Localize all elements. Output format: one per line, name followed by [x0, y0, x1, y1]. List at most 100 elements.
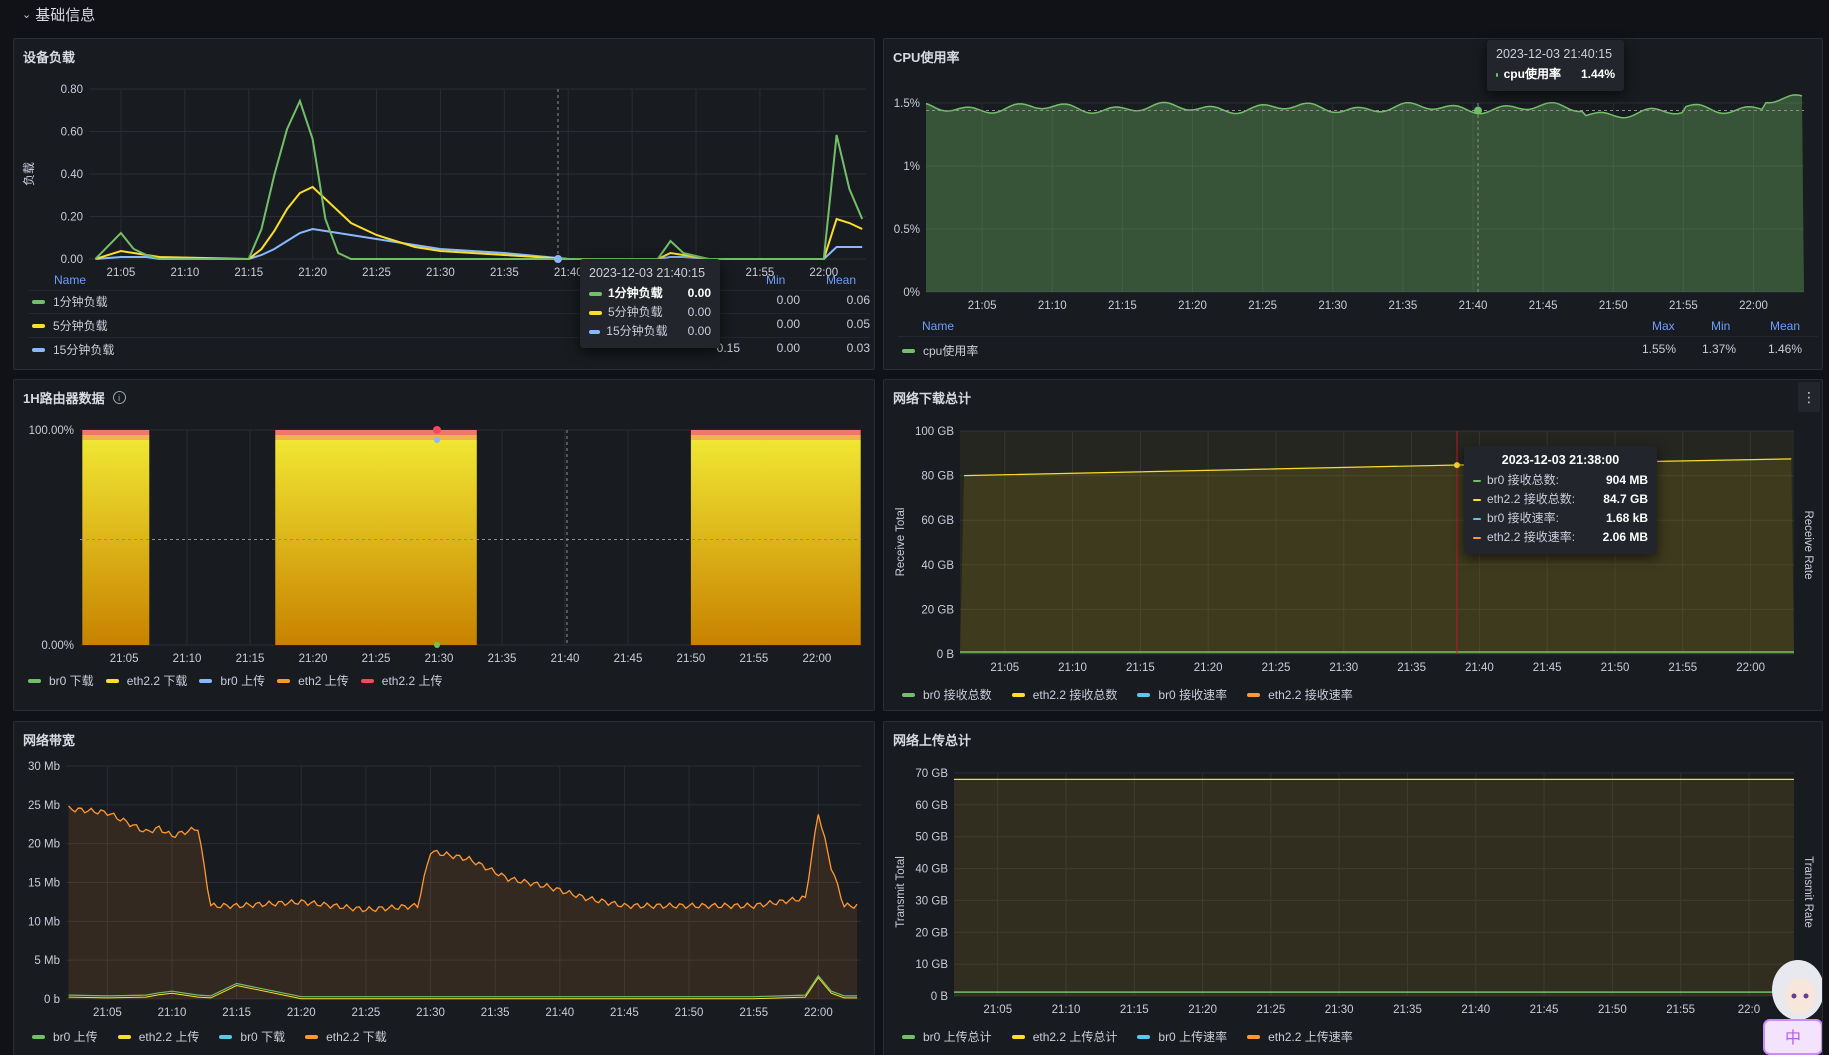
- legend-item-load5[interactable]: 5分钟负载: [32, 317, 108, 334]
- x-tick-label: 21:45: [614, 653, 643, 665]
- crosshair-point: [1454, 462, 1460, 469]
- x-tick-label: 21:55: [746, 267, 775, 279]
- x-tick-label: 21:40: [1461, 1004, 1490, 1016]
- panel-title[interactable]: 网络下载总计: [893, 391, 972, 406]
- legend-item[interactable]: eth2.2 下载: [305, 1028, 387, 1045]
- panel-network-upload[interactable]: 网络上传总计 70 GB 60 GB 50 GB 40 GB 30 GB 20 GB 10 …: [883, 721, 1823, 1055]
- legend-item[interactable]: eth2.2 下载: [105, 672, 187, 689]
- y-tick-label: 0 B: [937, 649, 955, 661]
- x-tick-label: 21:35: [1393, 1004, 1422, 1016]
- router-block: [82, 440, 150, 645]
- download-chart[interactable]: 100 GB 80 GB 60 GB 40 GB 20 GB 0 B 21:05 21:10 2…: [884, 380, 1823, 711]
- panel-cpu-usage[interactable]: CPU使用率 1.5% 1% 0.5% 0% 21:05 21:10 21:15 21:20 2…: [883, 38, 1823, 370]
- legend-header-min[interactable]: Min: [1711, 319, 1731, 333]
- panel-title[interactable]: 网络带宽: [23, 733, 76, 748]
- legend-header-name[interactable]: Name: [922, 319, 955, 333]
- legend-item[interactable]: br0 上传速率: [1137, 1028, 1227, 1045]
- x-tick-label: 21:25: [1248, 300, 1277, 312]
- y-tick-label: 0%: [903, 287, 920, 299]
- panel-title[interactable]: 设备负载: [23, 50, 76, 65]
- panel-device-load[interactable]: 设备负载 0.80 0.60 0.40 0.20 0.00 21:05 21:10 21:15…: [13, 38, 875, 370]
- bandwidth-chart[interactable]: 30 Mb 25 Mb 20 Mb 15 Mb 10 Mb 5 Mb 0 b 21:05 21:…: [14, 722, 875, 1055]
- x-tick-label: 21:05: [990, 662, 1019, 674]
- series-line-cpu: [925, 94, 1803, 119]
- legend-item[interactable]: br0 接收总数: [902, 686, 992, 703]
- tooltip-row: br0 接收总数: 904 MB: [1473, 471, 1648, 490]
- y-tick-label: 60 GB: [915, 800, 948, 812]
- tooltip-row: 1分钟负载 0.00: [589, 284, 711, 303]
- legend-item[interactable]: eth2.2 上传总计: [1011, 1028, 1117, 1045]
- tooltip-row: eth2.2 接收总数: 84.7 GB: [1473, 490, 1648, 509]
- legend-item-load15[interactable]: 15分钟负载: [32, 341, 114, 358]
- legend-mean-load15: 0.03: [846, 341, 870, 355]
- legend-header-max[interactable]: Max: [1652, 319, 1675, 333]
- x-tick-label: 21:20: [298, 267, 327, 279]
- legend-item[interactable]: eth2.2 接收总数: [1011, 686, 1117, 703]
- divider: [28, 290, 870, 291]
- router-block-top: [690, 430, 861, 435]
- legend-item[interactable]: br0 上传: [32, 1028, 98, 1045]
- info-icon[interactable]: i: [112, 391, 126, 404]
- y-tick-label: 80 GB: [921, 471, 954, 483]
- series-line-br0-upload: [68, 974, 858, 998]
- legend-item[interactable]: eth2.2 接收速率: [1247, 686, 1353, 703]
- row-title[interactable]: ⌄ 基础信息: [22, 4, 95, 25]
- mascot-avatar-icon[interactable]: 中: [1762, 950, 1822, 1055]
- y-tick-label: 10 Mb: [28, 916, 60, 928]
- router-chart[interactable]: 100.00% 0.00% 21:05 21:10 21:15 21:20 21:25 21:…: [14, 380, 875, 711]
- upload-chart[interactable]: 70 GB 60 GB 50 GB 40 GB 30 GB 20 GB 10 GB 0 B 21…: [884, 722, 1823, 1055]
- legend-item[interactable]: br0 下载: [219, 1028, 285, 1045]
- crosshair-point: [1474, 106, 1482, 115]
- legend-item[interactable]: br0 上传: [199, 672, 265, 689]
- tooltip-row: br0 接收速率: 1.68 kB: [1473, 509, 1648, 528]
- panel-title[interactable]: 网络上传总计: [893, 733, 972, 748]
- legend-item[interactable]: br0 上传总计: [902, 1028, 992, 1045]
- legend-swatch: [32, 347, 45, 352]
- tooltip-row: cpu使用率 1.44%: [1496, 65, 1615, 84]
- legend-item[interactable]: eth2.2 上传: [117, 1028, 199, 1045]
- legend-mean-load1: 0.06: [846, 293, 870, 307]
- panel-title[interactable]: CPU使用率: [893, 50, 960, 65]
- legend-header-name[interactable]: Name: [54, 273, 87, 287]
- panel-network-bandwidth[interactable]: 网络带宽 30 Mb 25 Mb 20 Mb 15 Mb 10 Mb 5 Mb 0 b 21:…: [13, 721, 875, 1055]
- y-tick-label: 20 Mb: [28, 839, 60, 851]
- panel-network-download[interactable]: 网络下载总计 ⋮ 100 GB 80 GB 60 GB 40 GB 20 GB 0 B 21…: [883, 379, 1823, 711]
- x-tick-label: 21:45: [1533, 662, 1562, 674]
- x-tick-label: 21:55: [1669, 300, 1698, 312]
- legend-header-mean[interactable]: Mean: [1770, 319, 1801, 333]
- x-tick-label: 21:30: [1329, 662, 1358, 674]
- y-tick-label: 40 GB: [915, 864, 948, 876]
- legend-item-load1[interactable]: 1分钟负载: [32, 293, 108, 310]
- legend-item[interactable]: br0 接收速率: [1137, 686, 1227, 703]
- legend-mean-load5: 0.05: [846, 317, 870, 331]
- bandwidth-area: [68, 806, 858, 999]
- crosshair-point: [433, 426, 441, 434]
- legend-item[interactable]: eth2.2 上传: [360, 672, 442, 689]
- y-tick-label: 0 B: [931, 991, 949, 1003]
- y-tick-label: 1.5%: [894, 98, 920, 110]
- tooltip-time: 2023-12-03 21:38:00: [1501, 453, 1620, 467]
- panel-router-data[interactable]: 1H路由器数据 i 100.00% 0.00% 21:05 21:10 21:15 21:2…: [13, 379, 875, 711]
- y-tick-label: 0.60: [61, 127, 83, 139]
- legend-header-min[interactable]: Min: [766, 273, 786, 287]
- upload-area: [954, 779, 1794, 996]
- panel-title[interactable]: 1H路由器数据 i: [23, 388, 126, 407]
- y-tick-label: 20 GB: [915, 927, 948, 939]
- cpu-chart[interactable]: 1.5% 1% 0.5% 0% 21:05 21:10 21:15 21:20 21:25 21:…: [884, 39, 1823, 370]
- y-tick-label: 10 GB: [915, 959, 948, 971]
- legend-item-cpu[interactable]: cpu使用率: [902, 342, 978, 359]
- x-tick-label: 21:20: [1188, 1004, 1217, 1016]
- load-tooltip: 2023-12-03 21:40:15 1分钟负载 0.00 5分钟负载 0.00 …: [580, 259, 720, 348]
- legend-swatch: [32, 323, 45, 328]
- panel-menu-icon[interactable]: ⋮: [1798, 382, 1820, 412]
- legend-item[interactable]: br0 下载: [28, 672, 94, 689]
- x-tick-label: 21:50: [677, 653, 706, 665]
- y-tick-label: 30 Mb: [28, 761, 60, 773]
- legend-item[interactable]: eth2 上传: [277, 672, 349, 689]
- y-tick-label: 5 Mb: [34, 955, 60, 967]
- x-tick-label: 21:25: [1256, 1004, 1285, 1016]
- legend-header-mean[interactable]: Mean: [826, 273, 857, 287]
- legend-min-load1: 0.00: [776, 293, 800, 307]
- legend-item[interactable]: eth2.2 上传速率: [1247, 1028, 1353, 1045]
- tooltip-row: 15分钟负载 0.00: [589, 322, 711, 341]
